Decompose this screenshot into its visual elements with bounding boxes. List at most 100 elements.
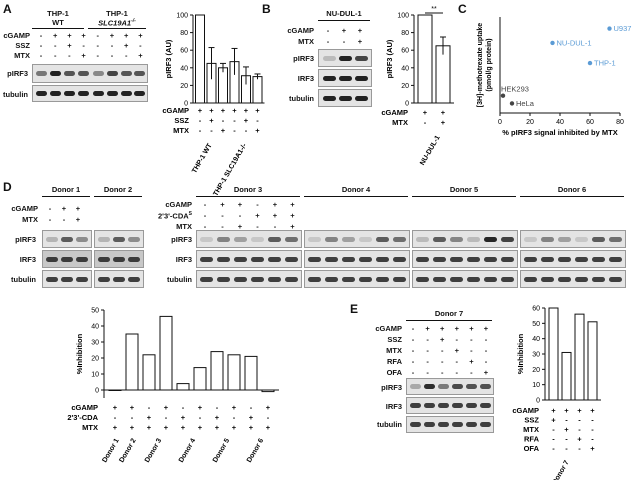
d-right-sym-r0-c0: - [203, 200, 207, 209]
d-chart-bar-2 [142, 354, 156, 391]
e-band-1-2 [438, 403, 449, 408]
d-left-sym-r1-c0: - [48, 215, 52, 224]
e-chart-row-label-3: RFA [524, 435, 540, 444]
d-right-band-2-0-0 [416, 237, 429, 242]
d-chart-row-label-1: 2'3'-CDA [67, 413, 98, 422]
d-right-row-0: cGAMP [165, 200, 192, 209]
d-chart-sym-2-7: + [232, 423, 237, 432]
d-right-sym-r2-c3: - [256, 222, 259, 231]
e-blot-1 [406, 397, 494, 414]
c-point-label-0: U937 [614, 24, 632, 33]
d-right-band-1-1-4 [376, 257, 389, 262]
d-right-band-3-2-3 [575, 277, 588, 282]
a-chart-ytick-label-1: 20 [180, 83, 188, 90]
d-left-band-1-0-2 [128, 237, 140, 242]
e-chart-sym-1-3: - [591, 416, 594, 425]
d-right-blot-2-0 [412, 230, 518, 248]
e-chart-row-label-2: MTX [523, 425, 539, 434]
e-sym-r3-c4: + [469, 357, 474, 366]
d-left-band-0-1-2 [76, 257, 88, 262]
c-xtick-label-4: 80 [616, 119, 624, 126]
e-band-2-1 [424, 422, 435, 427]
a-chart-bar-5 [252, 76, 263, 104]
a-sym-r2-c3: + [81, 51, 86, 60]
b-sym-r0-c0: - [326, 26, 330, 35]
e-band-2-4 [466, 422, 477, 427]
e-chart-sym-4-1: - [565, 444, 568, 453]
a-sym-r0-c2: + [67, 31, 72, 40]
a-chart-ytick-label-3: 60 [180, 48, 188, 55]
panel-letter-c: C [458, 2, 467, 16]
e-chart-sym-1-1: - [565, 416, 568, 425]
b-chart-xlabel: NU-DUL-1 [419, 134, 442, 166]
a-chart-ytick-label-0: 0 [184, 101, 188, 108]
d-right-band-1-2-2 [342, 277, 355, 282]
e-chart-ytick-label-1: 10 [532, 382, 540, 389]
d-right-band-1-0-4 [376, 237, 389, 242]
d-chart-sym-0-8: - [250, 403, 253, 412]
e-sym-r3-c3: - [455, 357, 459, 366]
a-sym-r2-c7: + [138, 51, 143, 60]
a-group-line-1 [32, 28, 84, 29]
d-chart-xgroup-3: Donor 4 [178, 437, 197, 463]
b-chart-sym-0-1: + [441, 108, 446, 117]
b-blot-label-pirf3: pIRF3 [293, 54, 314, 63]
d-donor-2-title: Donor 2 [103, 185, 133, 194]
d-right-band-1-1-0 [308, 257, 321, 262]
d-right-band-2-1-0 [416, 257, 429, 262]
d-right-sym-r1-c4: + [272, 211, 278, 220]
d-donor-6-title: Donor 6 [557, 185, 587, 194]
b-chart-sig: ** [431, 6, 437, 13]
d-chart-sym-1-3: - [165, 413, 168, 422]
d-chart-ytick-label-2: 20 [91, 356, 99, 363]
b-sym-r0-c1: + [341, 26, 347, 35]
d-left-row-1: MTX [22, 215, 38, 224]
e-title-line [406, 320, 492, 321]
c-xtick-label-0: 0 [498, 119, 502, 126]
a-chart-ytick-label-2: 40 [180, 65, 188, 72]
b-chart-sym-0-0: + [423, 108, 428, 117]
a-sym-r1-c5: - [110, 41, 114, 50]
a-blot-tubulin [32, 85, 148, 102]
d-right-band-3-0-3 [575, 237, 588, 242]
d-left-blot-1-1 [94, 250, 144, 268]
d-chart-xgroup-5: Donor 6 [246, 437, 265, 463]
d-donor-1-line [42, 196, 90, 197]
d-chart-sym-2-8: + [249, 423, 254, 432]
d-chart-sym-2-6: + [215, 423, 220, 432]
a-sym-r0-c7: + [138, 31, 143, 40]
e-sym-r0-c2: + [439, 324, 445, 333]
d-right-band-3-1-1 [541, 257, 554, 262]
d-left-band-1-1-1 [113, 257, 125, 262]
a-chart-ytick-label-5: 100 [176, 13, 188, 20]
d-right-band-0-1-2 [234, 257, 247, 262]
panel-letter-a: A [3, 2, 12, 16]
d-right-band-0-1-0 [200, 257, 213, 262]
e-chart-sym-2-2: - [578, 425, 581, 434]
e-chart-row-label-4: OFA [524, 444, 540, 453]
d-right-band-0-2-5 [285, 277, 298, 282]
e-sym-r2-c4: - [470, 346, 473, 355]
d-chart-sym-0-0: + [113, 403, 118, 412]
d-chart-ylabel: %Inhibition [75, 333, 84, 374]
d-right-blot-2-1 [412, 250, 518, 268]
d-chart-bar-1 [125, 333, 139, 391]
d-right-blot-0-1 [196, 250, 302, 268]
d-right-sym-r2-c1: - [221, 222, 224, 231]
d-chart-bar-0 [108, 389, 122, 391]
d-chart-bar-8 [244, 355, 258, 391]
e-row-4: OFA [386, 368, 402, 377]
b-sym-r0-c2: + [357, 26, 363, 35]
a-chart-sym-0-5: + [255, 106, 260, 115]
a-row-label-0: cGAMP [3, 31, 30, 40]
d-left-sym-r0-c0: - [48, 204, 52, 213]
e-chart-ytick-label-5: 50 [532, 321, 540, 328]
a-chart-ytick-label-4: 80 [180, 30, 188, 37]
d-chart-bar-7 [227, 354, 241, 391]
b-blot-irf3 [318, 69, 372, 87]
e-chart-sym-4-0: - [552, 444, 555, 453]
e-blot-label-pirf3: pIRF3 [381, 383, 402, 392]
d-left-blot-tubulin: tubulin [11, 275, 36, 284]
